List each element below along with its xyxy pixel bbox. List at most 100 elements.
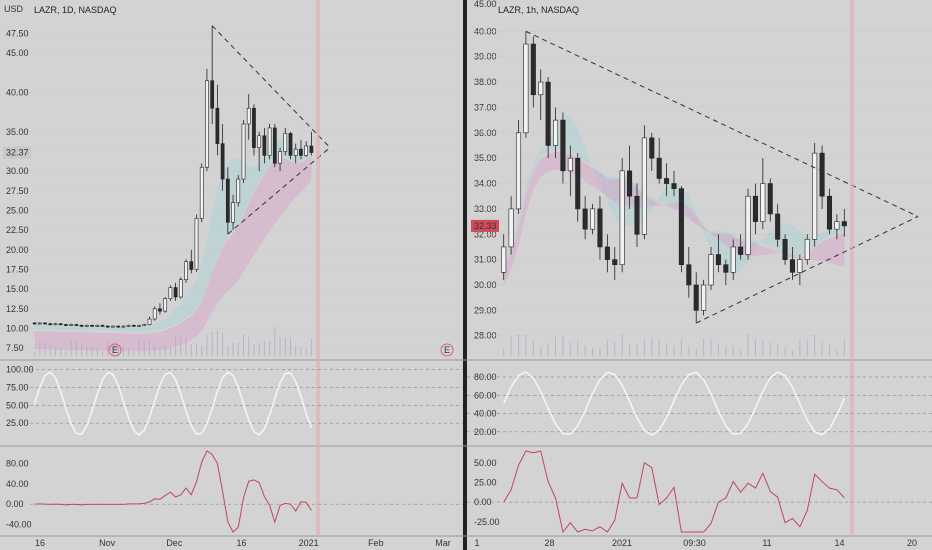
- candle-body[interactable]: [199, 166, 204, 219]
- candle-body[interactable]: [627, 170, 633, 197]
- candle-body[interactable]: [745, 195, 751, 255]
- candle-body[interactable]: [111, 325, 115, 328]
- candle-body[interactable]: [515, 132, 522, 210]
- candle-body[interactable]: [84, 325, 89, 327]
- candle-body[interactable]: [553, 119, 559, 146]
- candle-body[interactable]: [225, 178, 230, 223]
- candle-body[interactable]: [841, 221, 847, 227]
- candle-body[interactable]: [797, 259, 803, 273]
- candle-body[interactable]: [184, 261, 188, 281]
- candle-body[interactable]: [508, 208, 514, 248]
- candle-body[interactable]: [137, 325, 141, 327]
- candle-body[interactable]: [79, 325, 84, 327]
- candle-body[interactable]: [205, 80, 209, 168]
- candle-body[interactable]: [304, 145, 309, 156]
- candle-body[interactable]: [590, 208, 596, 230]
- candle-body[interactable]: [90, 325, 94, 327]
- earnings-event-marker[interactable]: [440, 343, 454, 357]
- candle-body[interactable]: [126, 325, 131, 327]
- candle-body[interactable]: [678, 188, 684, 265]
- candle-body[interactable]: [158, 308, 162, 312]
- candle-body[interactable]: [686, 264, 692, 286]
- candle-body[interactable]: [53, 323, 58, 326]
- candle-body[interactable]: [32, 322, 37, 325]
- candle-body[interactable]: [597, 208, 603, 248]
- earnings-event-marker[interactable]: [108, 343, 122, 357]
- candle-body[interactable]: [100, 325, 105, 327]
- candle-body[interactable]: [760, 183, 766, 222]
- candle-body[interactable]: [168, 287, 173, 299]
- candle-body[interactable]: [826, 195, 833, 230]
- candle-body[interactable]: [210, 80, 215, 109]
- candle-body[interactable]: [267, 127, 272, 156]
- candle-body[interactable]: [730, 246, 736, 273]
- candle-body[interactable]: [812, 152, 818, 240]
- candle-body[interactable]: [283, 133, 288, 152]
- candle-body[interactable]: [74, 324, 79, 326]
- candle-body[interactable]: [147, 318, 152, 325]
- candle-body[interactable]: [775, 213, 781, 240]
- candle-body[interactable]: [278, 151, 282, 164]
- candle-body[interactable]: [262, 135, 267, 156]
- candle-body[interactable]: [708, 254, 714, 286]
- candle-body[interactable]: [152, 308, 157, 320]
- candle-body[interactable]: [782, 239, 788, 260]
- candle-body[interactable]: [671, 183, 677, 189]
- candle-body[interactable]: [545, 81, 551, 146]
- candle-body[interactable]: [656, 157, 662, 179]
- candle-body[interactable]: [619, 170, 625, 265]
- candle-body[interactable]: [121, 325, 126, 328]
- candle-body[interactable]: [142, 324, 147, 326]
- trendline-upper[interactable]: [211, 25, 331, 148]
- candle-body[interactable]: [641, 137, 647, 235]
- candle-body[interactable]: [246, 107, 251, 125]
- candle-body[interactable]: [649, 137, 655, 159]
- candle-body[interactable]: [752, 195, 758, 222]
- candle-body[interactable]: [819, 152, 825, 197]
- candle-body[interactable]: [236, 178, 241, 203]
- candle-body[interactable]: [538, 81, 544, 96]
- candle-body[interactable]: [738, 246, 744, 255]
- candle-body[interactable]: [834, 221, 840, 230]
- candle-body[interactable]: [523, 43, 529, 134]
- candle-body[interactable]: [634, 195, 640, 235]
- candle-body[interactable]: [43, 322, 47, 325]
- candle-body[interactable]: [48, 323, 53, 326]
- candle-body[interactable]: [723, 264, 729, 273]
- candle-body[interactable]: [715, 254, 721, 265]
- trendline-lower[interactable]: [227, 147, 331, 235]
- candle-body[interactable]: [501, 246, 507, 273]
- candle-body[interactable]: [309, 145, 314, 153]
- candle-body[interactable]: [272, 127, 277, 164]
- candle-body[interactable]: [131, 325, 136, 327]
- candle-body[interactable]: [664, 178, 670, 184]
- candle-body[interactable]: [163, 298, 168, 312]
- candle-body[interactable]: [767, 183, 773, 215]
- candle-body[interactable]: [582, 208, 588, 230]
- candle-body[interactable]: [252, 107, 256, 148]
- candle-body[interactable]: [693, 284, 699, 311]
- candle-body[interactable]: [215, 107, 220, 144]
- candle-body[interactable]: [789, 259, 795, 273]
- candle-body[interactable]: [64, 324, 68, 326]
- candle-body[interactable]: [95, 325, 100, 327]
- candle-body[interactable]: [220, 143, 225, 180]
- candle-body[interactable]: [530, 43, 536, 96]
- candle-body[interactable]: [37, 322, 42, 325]
- candle-body[interactable]: [105, 325, 110, 328]
- candle-body[interactable]: [116, 325, 121, 328]
- candle-body[interactable]: [194, 218, 199, 270]
- candle-body[interactable]: [69, 324, 74, 326]
- candle-body[interactable]: [288, 133, 293, 156]
- candle-body[interactable]: [58, 323, 63, 326]
- candle-body[interactable]: [178, 279, 183, 298]
- candle-body[interactable]: [560, 119, 566, 172]
- candle-body[interactable]: [575, 157, 581, 210]
- candle-body[interactable]: [804, 239, 810, 260]
- candle-body[interactable]: [189, 261, 194, 270]
- candle-body[interactable]: [241, 123, 246, 180]
- candle-body[interactable]: [604, 246, 610, 260]
- candle-body[interactable]: [567, 157, 573, 172]
- candle-body[interactable]: [299, 148, 303, 156]
